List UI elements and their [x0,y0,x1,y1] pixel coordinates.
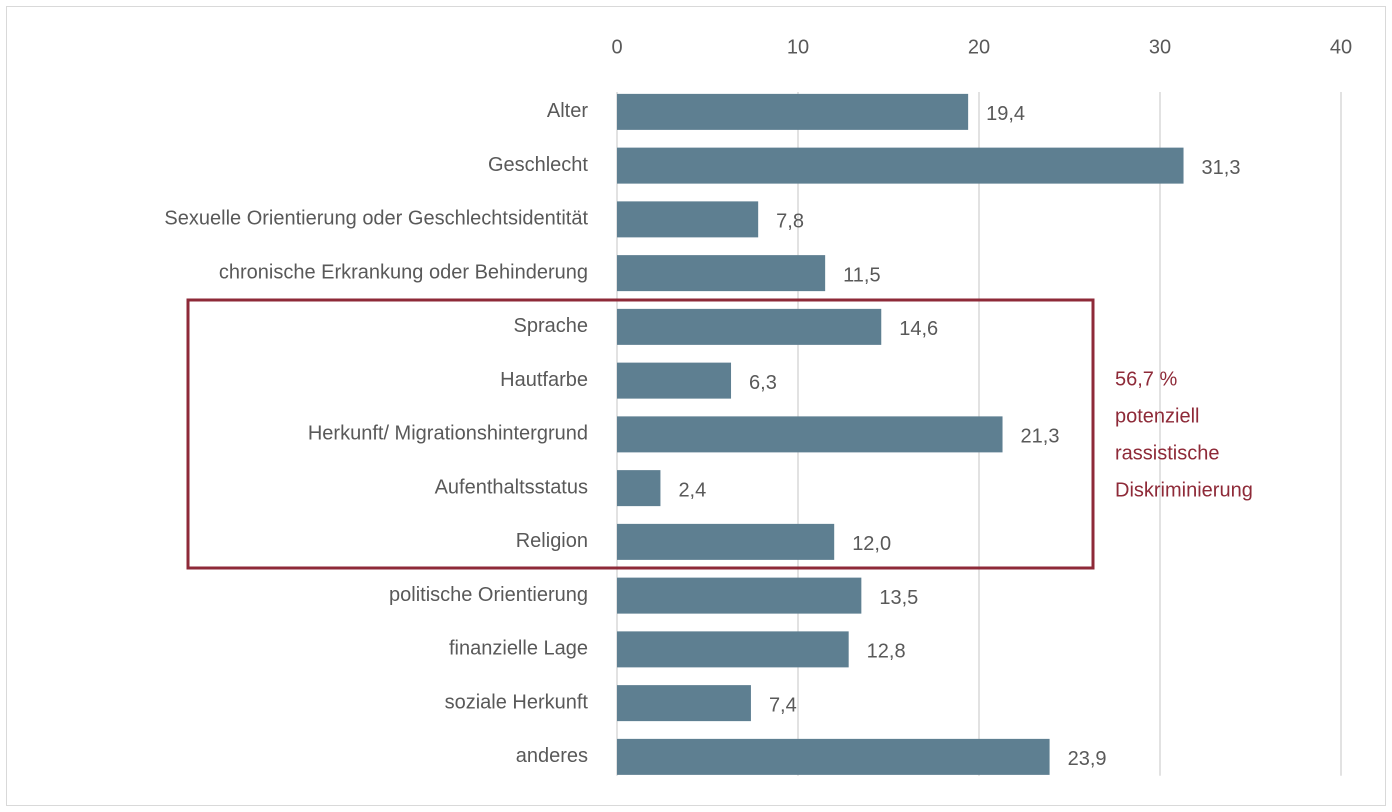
y-tick-label: soziale Herkunft [445,691,589,713]
x-tick-label: 10 [787,36,809,58]
bar [617,523,835,560]
value-label: 7,4 [769,694,797,716]
x-tick-label: 40 [1330,36,1352,58]
y-tick-label: finanzielle Lage [449,638,588,660]
highlight-box [186,298,1095,570]
chart-border [6,6,1386,806]
bar [617,362,732,399]
value-label: 6,3 [749,372,777,394]
y-tick-label: politische Orientierung [389,584,588,606]
bar [617,738,1050,775]
y-tick-label: Geschlecht [488,154,588,176]
bar [617,631,849,668]
value-label: 23,9 [1068,748,1107,770]
value-label: 21,3 [1021,426,1060,448]
y-tick-label: Sexuelle Orientierung oder Geschlechtsid… [164,208,588,230]
annotation: rassistische [1115,442,1219,464]
y-tick-label: anderes [516,745,588,767]
value-label: 13,5 [879,587,918,609]
y-tick-label: Aufenthaltsstatus [435,476,588,498]
x-tick-label: 20 [968,36,990,58]
value-label: 2,4 [678,479,706,501]
y-tick-label: Religion [516,530,588,552]
y-tick-label: Hautfarbe [500,369,588,391]
x-tick-label: 30 [1149,36,1171,58]
bar [617,577,862,614]
y-tick-label: Alter [547,100,588,122]
bar [617,147,1184,184]
bar [617,308,882,345]
value-label: 12,0 [852,533,891,555]
bar [617,201,759,238]
y-tick-label: chronische Erkrankung oder Behinderung [219,261,588,283]
annotation: potenziell [1115,405,1200,427]
value-label: 14,6 [899,318,938,340]
value-label: 31,3 [1202,157,1241,179]
value-label: 11,5 [843,264,880,286]
value-label: 19,4 [986,103,1025,125]
annotation: Diskriminierung [1115,479,1253,501]
value-label: 7,8 [776,211,804,233]
x-tick-label: 0 [611,36,622,58]
y-tick-label: Herkunft/ Migrationshintergrund [308,423,588,445]
bar [617,93,969,130]
bar [617,255,826,292]
bar [617,685,751,722]
bar [617,470,661,507]
bar [617,416,1003,453]
value-label: 12,8 [867,641,906,663]
y-tick-label: Sprache [514,315,589,337]
annotation: 56,7 % [1115,368,1177,390]
